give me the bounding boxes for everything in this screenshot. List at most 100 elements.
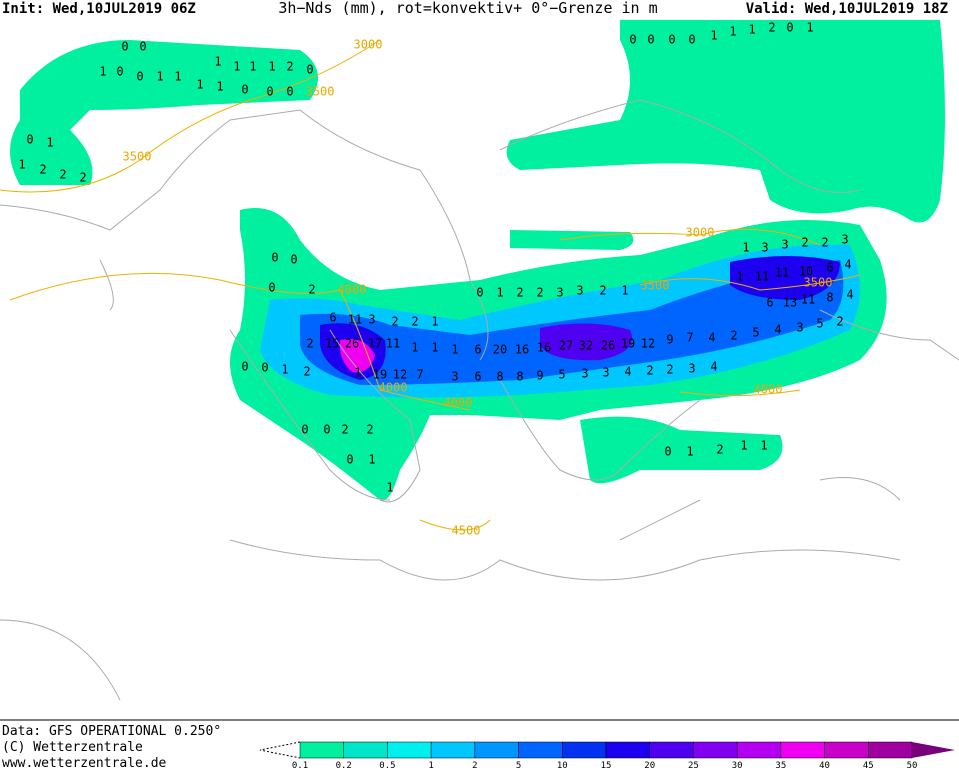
colorbar-label: 5 xyxy=(516,761,521,770)
precip-value: 2 xyxy=(801,236,808,250)
precip-value: 20 xyxy=(493,343,507,357)
contour-label: 4000 xyxy=(379,381,408,395)
precip-value: 8 xyxy=(516,370,523,384)
colorbar-swatch xyxy=(474,741,519,759)
precip-value: 11 xyxy=(755,270,769,284)
precip-value: 6 xyxy=(474,370,481,384)
precip-value: 13 xyxy=(783,296,797,310)
colorbar-low-arrow xyxy=(259,741,301,759)
precip-value: 0 xyxy=(136,70,143,84)
precip-value: 1 xyxy=(710,29,717,43)
precip-value: 3 xyxy=(781,238,788,252)
colorbar-label: 35 xyxy=(775,761,786,770)
precip-value: 1 xyxy=(216,80,223,94)
site-url: www.wetterzentrale.de xyxy=(2,756,167,770)
precip-value: 4 xyxy=(774,323,781,337)
precip-value: 11 xyxy=(386,337,400,351)
precip-value: 1 xyxy=(431,315,438,329)
precip-value: 19 xyxy=(621,337,635,351)
precip-value: 6 xyxy=(766,296,773,310)
precip-value: 11 xyxy=(801,293,815,307)
precip-value: 5 xyxy=(752,326,759,340)
colorbar-label: 25 xyxy=(688,761,699,770)
colorbar-swatch xyxy=(299,741,344,759)
coastlines xyxy=(0,99,959,701)
colorbar-swatch xyxy=(562,741,607,759)
precip-value: 1 xyxy=(431,341,438,355)
precip-value: 1 xyxy=(748,23,755,37)
precip-value: 0 xyxy=(121,40,128,54)
precip-value: 2 xyxy=(303,365,310,379)
area-light xyxy=(506,20,945,223)
precip-value: 0 xyxy=(286,85,293,99)
precip-value: 1 xyxy=(386,481,393,495)
precip-value: 1 xyxy=(281,363,288,377)
precip-value: 2 xyxy=(599,284,606,298)
precip-value: 2 xyxy=(716,443,723,457)
precip-value: 0 xyxy=(668,33,675,47)
precip-value: 6 xyxy=(329,311,336,325)
data-source: Data: GFS OPERATIONAL 0.250° xyxy=(2,724,221,739)
precip-value: 8 xyxy=(496,370,503,384)
area-light xyxy=(510,230,634,250)
precip-value: 11 xyxy=(775,266,789,280)
precip-value: 3 xyxy=(368,313,375,327)
precip-value: 6 xyxy=(826,261,833,275)
precip-value: 4 xyxy=(844,258,851,272)
contour-label: 3500 xyxy=(306,85,335,99)
precip-value: 2 xyxy=(411,315,418,329)
contour-label: 3500 xyxy=(804,276,833,290)
colorbar-swatch xyxy=(780,741,825,759)
precip-value: 0 xyxy=(306,63,313,77)
precip-value: 0 xyxy=(346,453,353,467)
colorbar-label: 2 xyxy=(472,761,477,770)
contour-label: 4000 xyxy=(338,283,367,297)
precip-value: 1 xyxy=(46,136,53,150)
colorbar-swatch xyxy=(518,741,563,759)
precip-value: 0 xyxy=(629,33,636,47)
contour-label: 3500 xyxy=(123,150,152,164)
precip-value: 16 xyxy=(537,341,551,355)
colorbar-swatch xyxy=(649,741,694,759)
precip-value: 0 xyxy=(664,445,671,459)
precip-value: 0 xyxy=(688,33,695,47)
precip-value: 2 xyxy=(308,283,315,297)
precip-value: 9 xyxy=(666,333,673,347)
precip-value: 2 xyxy=(39,163,46,177)
colorbar-label: 40 xyxy=(819,761,830,770)
precip-value: 2 xyxy=(286,60,293,74)
colorbar-label: 0.5 xyxy=(379,761,395,770)
precip-value: 3 xyxy=(451,370,458,384)
contour-label: 4500 xyxy=(452,524,481,538)
area-light xyxy=(580,416,783,484)
colorbar-swatch xyxy=(824,741,869,759)
area-heavy xyxy=(300,260,844,385)
precip-value: 1 xyxy=(686,445,693,459)
precip-value: 12 xyxy=(641,337,655,351)
precip-value: 0 xyxy=(261,361,268,375)
precip-value: 2 xyxy=(79,171,86,185)
precip-value: 17 xyxy=(368,337,382,351)
colorbar-label: 50 xyxy=(907,761,918,770)
precip-value: 2 xyxy=(306,337,313,351)
valid-time: Valid: Wed,10JUL2019 18Z xyxy=(746,1,948,17)
precip-value: 32 xyxy=(579,339,593,353)
colorbar: 0.1 0.2 0.5 1 2 5 10 15 20 25 30 35 40 45 50 xyxy=(259,741,955,770)
precip-value: 8 xyxy=(826,291,833,305)
precip-value: 2 xyxy=(821,236,828,250)
colorbar-swatch xyxy=(387,741,432,759)
copyright: (C) Wetterzentrale xyxy=(2,740,143,755)
precip-value: 0 xyxy=(26,133,33,147)
precip-value: 0 xyxy=(290,253,297,267)
precip-value: 11 xyxy=(348,313,362,327)
precip-value: 1 xyxy=(740,439,747,453)
precip-value: 1 xyxy=(742,241,749,255)
precip-value: 1 xyxy=(806,21,813,35)
precip-value: 2 xyxy=(646,364,653,378)
precip-value: 1 xyxy=(354,366,361,380)
precip-value: 3 xyxy=(576,284,583,298)
precip-value: 1 xyxy=(156,70,163,84)
precip-value: 27 xyxy=(559,339,573,353)
precip-value: 3 xyxy=(796,321,803,335)
colorbar-label: 0.2 xyxy=(336,761,352,770)
